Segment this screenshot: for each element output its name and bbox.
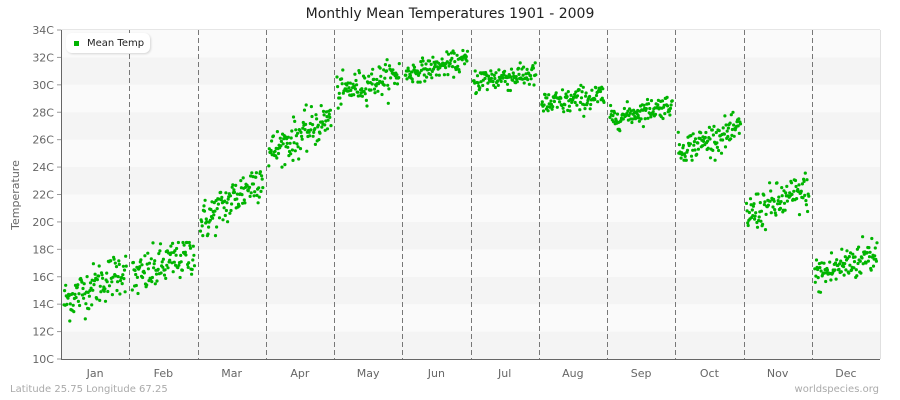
x-tick-label: Mar [221, 367, 242, 380]
y-tick-label: 10C [32, 353, 54, 366]
y-tick-label: 26C [32, 134, 54, 147]
background-bands [61, 30, 880, 359]
legend-swatch-icon [74, 40, 79, 46]
y-axis-title: Temperature [9, 160, 22, 231]
x-tick-label: Dec [835, 367, 856, 380]
y-tick-label: 22C [32, 189, 54, 202]
x-tick-label: Jul [497, 367, 511, 380]
y-tick-label: 14C [32, 298, 54, 311]
legend: Mean Temp [66, 33, 150, 53]
legend-label: Mean Temp [87, 37, 145, 49]
x-tick-label: Nov [767, 367, 789, 380]
y-tick-label: 12C [32, 326, 54, 339]
y-tick-label: 28C [32, 106, 54, 119]
x-tick-label: Sep [631, 367, 652, 380]
x-tick-label: Apr [290, 367, 310, 380]
x-axis-tick-labels: Jan Feb Mar Apr May Jun Jul Aug Sep Oct Nov Dec [86, 367, 857, 380]
month-separators [129, 30, 813, 359]
x-tick-label: Aug [562, 367, 583, 380]
source-caption: worldspecies.org [794, 384, 879, 395]
x-tick-label: May [357, 367, 380, 380]
y-tick-label: 34C [32, 24, 54, 37]
y-tick-label: 20C [32, 216, 54, 229]
x-tick-label: Jan [86, 367, 104, 380]
axes [57, 29, 881, 360]
chart-title: Monthly Mean Temperatures 1901 - 2009 [305, 6, 595, 22]
y-tick-label: 32C [32, 51, 54, 64]
location-caption: Latitude 25.75 Longitude 67.25 [10, 384, 168, 395]
y-tick-label: 16C [32, 271, 54, 284]
y-axis-tick-labels: 10C 12C 14C 16C 18C 20C 22C 24C 26C 28C 30C 32C 34C [32, 24, 54, 366]
y-tick-label: 24C [32, 161, 54, 174]
x-tick-label: Oct [700, 367, 720, 380]
x-tick-label: Jun [427, 367, 445, 380]
y-tick-label: 30C [32, 79, 54, 92]
y-tick-label: 18C [32, 243, 54, 256]
x-tick-label: Feb [154, 367, 173, 380]
data-points [62, 48, 879, 323]
